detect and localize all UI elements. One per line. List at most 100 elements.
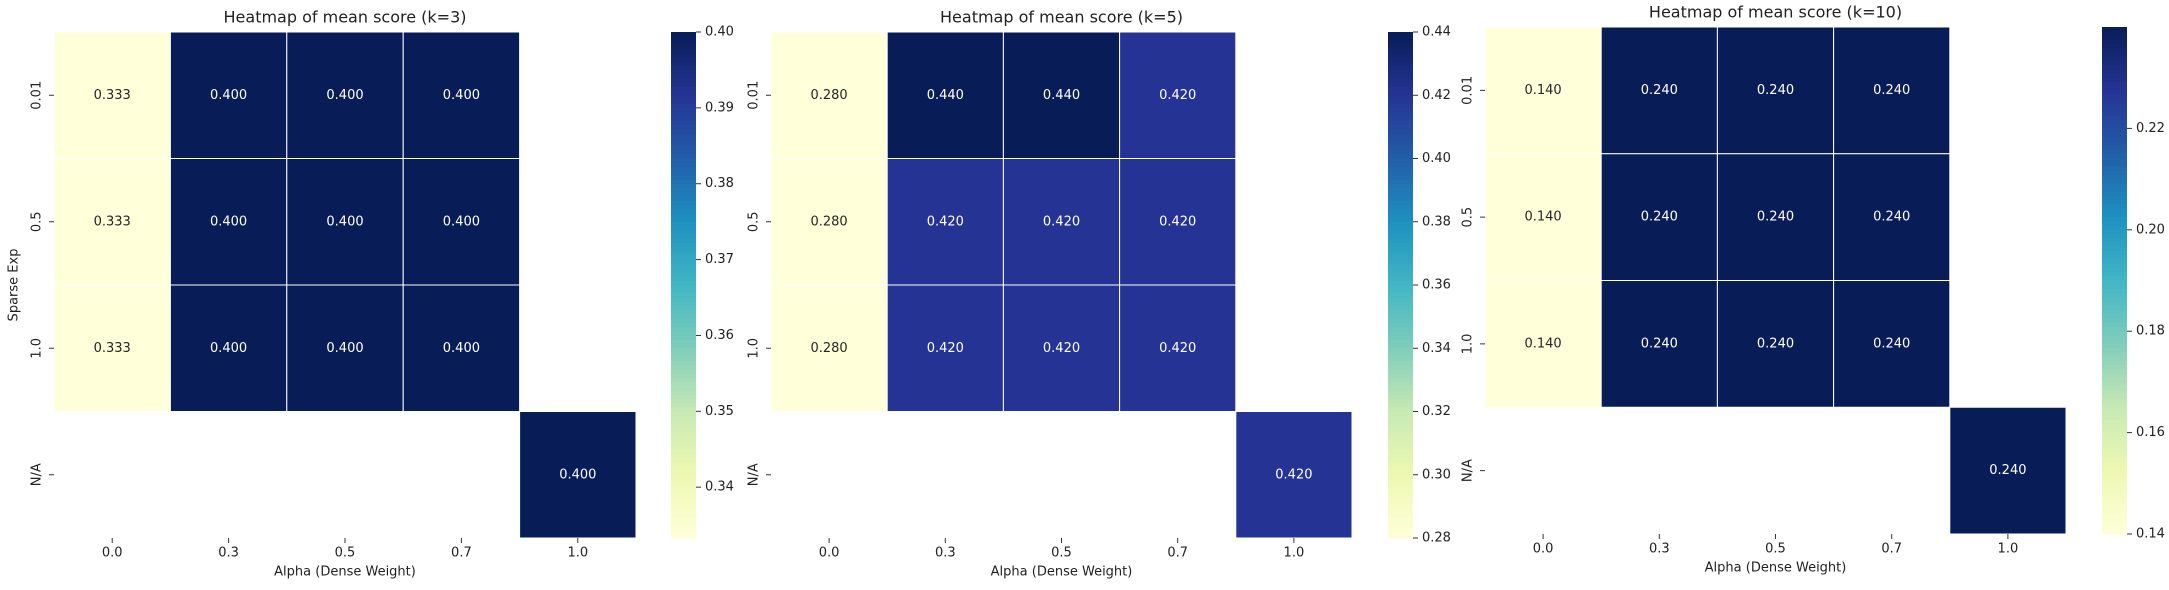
colorbar-segment [1388, 247, 1413, 252]
colorbar-segment [1388, 103, 1413, 109]
colorbar-segment [1388, 348, 1413, 354]
heatmap-cell [1119, 31, 1237, 159]
colorbar-segment [1388, 478, 1413, 484]
colorbar-segment [2102, 90, 2127, 96]
colorbar-segment [671, 150, 696, 155]
colorbar-segment [2102, 39, 2127, 45]
colorbar-segment [2102, 373, 2127, 379]
colorbar-segment [1388, 512, 1413, 518]
colorbar-segment [2102, 318, 2127, 324]
colorbar-segment [1388, 99, 1413, 105]
colorbar-segment [1388, 53, 1413, 58]
x-tick-label: 0.0 [819, 546, 840, 561]
colorbar-segment [671, 352, 696, 358]
cell-value-label: 0.240 [1641, 336, 1678, 351]
colorbar-segment [671, 335, 696, 341]
colorbar-segment [2102, 238, 2127, 244]
y-tick-label: N/A [747, 463, 762, 486]
heatmap-cell [169, 284, 288, 412]
colorbar-segment [1388, 360, 1413, 366]
colorbar-segment [2102, 272, 2127, 277]
colorbar-segment [671, 318, 696, 324]
colorbar-segment [1388, 91, 1413, 96]
colorbar-segment [1388, 398, 1413, 404]
colorbar-segment [2102, 479, 2127, 484]
colorbar-segment [671, 516, 696, 522]
colorbar-tick-label: 0.37 [705, 252, 734, 267]
colorbar-segment [2102, 107, 2127, 113]
colorbar-segment [2102, 326, 2127, 332]
colorbar-segment [1388, 500, 1413, 505]
heatmap-cell [770, 158, 888, 286]
x-tick-label: 0.7 [451, 546, 472, 561]
colorbar-segment [1388, 234, 1413, 240]
colorbar-segment [2102, 310, 2127, 315]
heatmap-panel-2: Heatmap of mean score (k=5) 0.280 0.440 0.4… [747, 8, 1451, 580]
colorbar-segment [1388, 141, 1413, 147]
colorbar-segment [2102, 69, 2127, 75]
colorbar-segment [671, 32, 696, 37]
colorbar-segment [2102, 457, 2127, 463]
colorbar-segment [1388, 483, 1413, 488]
heatmap-cell [53, 158, 171, 286]
cell-value-label: 0.420 [927, 341, 964, 356]
heatmap-cell [886, 158, 1004, 286]
colorbar-segment [2102, 115, 2127, 121]
colorbar-segment [671, 457, 696, 463]
cell-value-label: 0.400 [210, 214, 247, 229]
colorbar-segment [671, 436, 696, 442]
colorbar-segment [2102, 119, 2127, 125]
colorbar-segment [1388, 356, 1413, 362]
colorbar-segment [1388, 322, 1413, 328]
cell-value-label: 0.400 [326, 341, 363, 356]
colorbar-segment [671, 398, 696, 404]
colorbar-tick-label: 0.14 [2136, 527, 2165, 542]
colorbar-segment [671, 512, 696, 518]
colorbar-segment [2102, 415, 2127, 421]
colorbar-segment [1388, 474, 1413, 480]
colorbar-segment [671, 470, 696, 476]
colorbar-segment [2102, 348, 2127, 353]
colorbar-segment [671, 285, 696, 290]
colorbar-segment [671, 403, 696, 408]
colorbar-segment [671, 200, 696, 206]
colorbar-segment [1388, 373, 1413, 379]
colorbar-segment [2102, 145, 2127, 151]
colorbar-segment [1388, 280, 1413, 286]
colorbar-segment [671, 441, 696, 446]
colorbar-segment [2102, 517, 2127, 522]
colorbar-segment [671, 521, 696, 526]
colorbar-segment [1388, 112, 1413, 117]
colorbar-segment [671, 428, 696, 434]
colorbar-segment [1388, 432, 1413, 438]
colorbar-segment [1388, 495, 1413, 501]
cell-value-label: 0.440 [1043, 88, 1080, 103]
colorbar-segment [1388, 242, 1413, 248]
colorbar-segment [2102, 445, 2127, 451]
heatmap-cell [1600, 26, 1718, 155]
heatmap-cell [1716, 153, 1835, 281]
colorbar-segment [2102, 217, 2127, 222]
colorbar-tick-label: 0.18 [2136, 324, 2165, 339]
colorbar-segment [671, 112, 696, 117]
cell-value-label: 0.400 [443, 214, 480, 229]
colorbar-segment [2102, 521, 2127, 527]
colorbar-segment [671, 466, 696, 472]
chart-title: Heatmap of mean score (k=5) [940, 8, 1183, 27]
colorbar-segment [671, 154, 696, 160]
colorbar-segment [671, 221, 696, 227]
colorbar-segment [1388, 120, 1413, 126]
colorbar-segment [671, 487, 696, 493]
colorbar-segment [671, 369, 696, 375]
cell-value-label: 0.420 [927, 214, 964, 229]
colorbar-segment [1388, 86, 1413, 92]
colorbar-segment [671, 107, 696, 113]
colorbar-segment [2102, 525, 2127, 531]
colorbar-segment [1388, 276, 1413, 282]
colorbar-segment [2102, 221, 2127, 227]
y-axis-label: Sparse Exp [7, 249, 22, 322]
colorbar-segment [671, 268, 696, 273]
colorbar-segment [671, 411, 696, 417]
colorbar-segment [1388, 36, 1413, 42]
colorbar-segment [2102, 487, 2127, 493]
